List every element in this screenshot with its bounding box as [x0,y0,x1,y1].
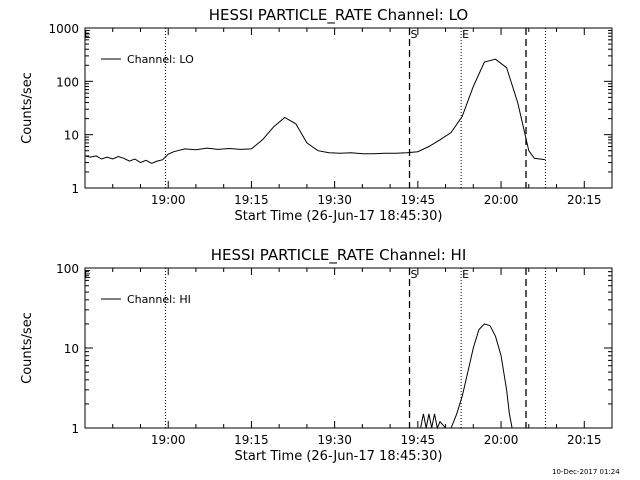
y-tick-label: 1 [71,182,79,196]
event-marker-label: E [462,28,469,41]
y-tick-label: 1 [71,422,79,436]
x-tick-label: 19:45 [401,433,436,447]
y-tick-label: 100 [56,262,79,276]
x-tick-label: 20:00 [484,433,519,447]
y-axis-label: Counts/sec [20,72,35,144]
legend-label: Channel: LO [127,53,194,66]
event-marker-label: S [411,28,418,41]
plot-frame [84,27,613,189]
plot-frame [84,267,613,429]
y-tick-label: 10 [64,342,79,356]
y-tick-label: 1000 [48,22,79,36]
x-tick-label: 19:30 [317,433,352,447]
x-axis-label: Start Time (26-Jun-17 18:45:30) [235,209,443,224]
series-line [84,58,546,164]
x-tick-label: 20:00 [484,193,519,207]
x-tick-label: 19:00 [151,433,186,447]
y-axis-label: Counts/sec [20,312,35,384]
chart-title: HESSI PARTICLE_RATE Channel: LO [209,6,468,25]
x-tick-label: 19:15 [234,193,269,207]
footer-timestamp: 10-Dec-2017 01:24 [552,468,620,476]
x-tick-label: 19:00 [151,193,186,207]
event-marker-label: S [411,268,418,281]
x-tick-label: 19:15 [234,433,269,447]
chart-panel-lo: HESSI PARTICLE_RATE Channel: LO Start Tim… [20,6,613,224]
x-tick-label: 19:30 [317,193,352,207]
y-tick-label: 100 [56,75,79,89]
event-marker-label: E [462,268,469,281]
x-tick-label: 20:15 [567,193,602,207]
x-tick-label: 20:15 [567,433,602,447]
legend-label: Channel: HI [127,293,191,306]
x-axis-label: Start Time (26-Jun-17 18:45:30) [235,449,443,464]
corner-flag-label: E [84,28,91,41]
corner-flag-label: E [84,268,91,281]
chart-panel-hi: HESSI PARTICLE_RATE Channel: HI Start Tim… [20,246,613,464]
y-tick-label: 10 [64,129,79,143]
x-tick-label: 19:45 [401,193,436,207]
series-line [420,323,513,430]
chart-title: HESSI PARTICLE_RATE Channel: HI [211,246,467,265]
